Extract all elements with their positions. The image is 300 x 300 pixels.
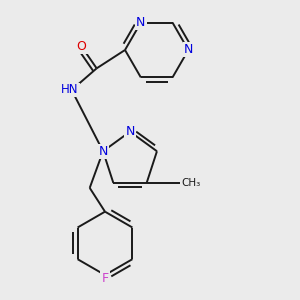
Text: CH₃: CH₃ (182, 178, 201, 188)
Text: HN: HN (61, 83, 79, 97)
Text: O: O (77, 40, 87, 53)
Text: N: N (98, 145, 108, 158)
Text: N: N (184, 44, 193, 56)
Text: F: F (101, 272, 109, 285)
Text: N: N (136, 16, 146, 29)
Text: N: N (125, 125, 135, 138)
